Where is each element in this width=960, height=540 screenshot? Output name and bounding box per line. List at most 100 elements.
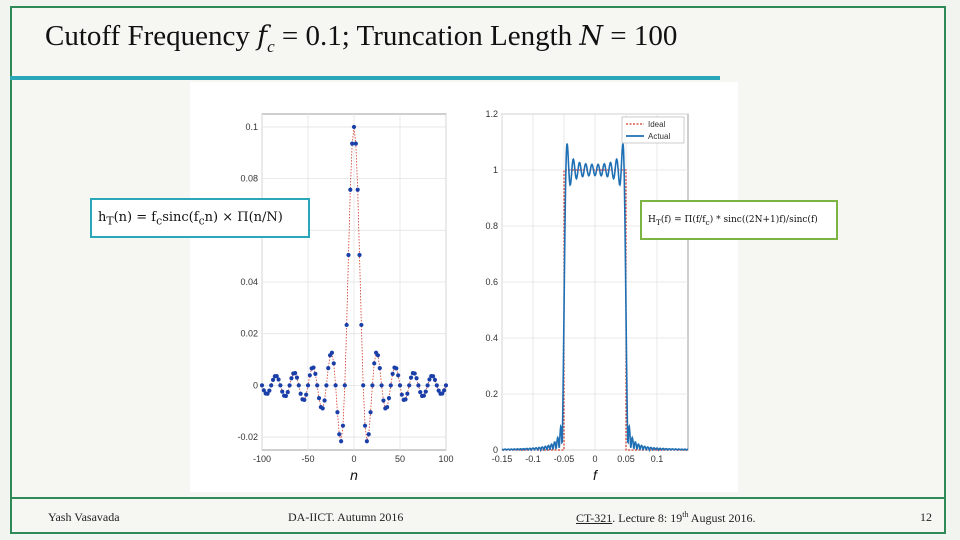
- impulse-sample-point: [280, 389, 285, 394]
- impulse-sample-point: [377, 366, 382, 371]
- impulse-sample-point: [331, 361, 336, 366]
- impulse-sample-point: [296, 383, 301, 388]
- impulse-sample-point: [302, 397, 307, 402]
- impulse-sample-point: [322, 398, 327, 403]
- legend-actual-label: Actual: [648, 132, 670, 141]
- impulse-sample-point: [397, 383, 403, 388]
- impulse-sample-point: [315, 383, 320, 388]
- footer-lecture-info: CT-321. Lecture 8: 19th August 2016.: [576, 510, 756, 525]
- impulse-sample-point: [407, 383, 412, 388]
- impulse-sample-point: [340, 423, 346, 428]
- right-ytick-label: 0.8: [485, 221, 498, 231]
- impulse-sample-point: [368, 410, 373, 415]
- impulse-sample-point: [311, 365, 316, 370]
- impulse-sample-point: [353, 141, 358, 146]
- footer-course: DA-IICT. Autumn 2016: [288, 510, 404, 524]
- impulse-sample-point: [316, 396, 322, 401]
- impulse-sample-point: [357, 252, 362, 258]
- impulse-sample-point: [366, 432, 371, 437]
- frequency-response-formula: HT(f) = Π(f/fc) * sinc((2N+1)f)/sinc(f): [640, 200, 838, 240]
- impulse-sample-point: [431, 374, 436, 379]
- impulse-sample-point: [443, 383, 449, 388]
- right-ytick-label: 1.2: [485, 109, 498, 119]
- impulse-sample-point: [434, 383, 439, 388]
- impulse-sample-point: [408, 375, 414, 380]
- actual-response-line: [501, 143, 689, 453]
- impulse-sample-point: [339, 439, 344, 444]
- impulse-sample-point: [267, 388, 272, 393]
- impulse-sample-point: [372, 361, 377, 366]
- impulse-sample-point: [276, 377, 281, 382]
- impulse-sample-point: [351, 124, 357, 130]
- impulse-sample-point: [278, 383, 283, 388]
- right-ytick-label: 1: [493, 165, 498, 175]
- impulse-sample-point: [364, 439, 369, 444]
- impulse-sample-point: [385, 405, 390, 410]
- left-xtick-label: 50: [395, 454, 405, 464]
- left-xtick-label: -100: [253, 454, 271, 464]
- impulse-sample-point: [304, 392, 309, 397]
- impulse-sample-point: [381, 398, 386, 403]
- right-xlabel: f: [593, 467, 599, 483]
- impulse-sample-point: [396, 373, 401, 378]
- impulse-sample-point: [394, 366, 399, 371]
- impulse-sample-point: [335, 410, 340, 415]
- impulse-sample-point: [388, 383, 393, 388]
- footer-author: Yash Vasavada: [48, 510, 120, 524]
- impulse-sample-point: [320, 406, 325, 411]
- impulse-sample-point: [294, 375, 300, 380]
- impulse-sample-point: [283, 393, 289, 399]
- left-xtick-label: 0: [351, 454, 356, 464]
- impulse-sample-point: [348, 187, 353, 192]
- impulse-sample-point: [265, 391, 270, 396]
- impulse-sample-point: [342, 383, 347, 388]
- impulse-sample-point: [326, 366, 331, 371]
- impulse-sample-point: [375, 353, 381, 358]
- impulse-sample-point: [442, 388, 447, 393]
- left-xtick-label: -50: [301, 454, 314, 464]
- left-xlabel: n: [350, 467, 358, 483]
- impulse-sample-point: [307, 373, 312, 378]
- impulse-sample-point: [355, 187, 360, 192]
- course-code-link[interactable]: CT-321: [576, 511, 613, 525]
- impulse-sample-point: [423, 389, 428, 394]
- impulse-sample-point: [270, 377, 276, 382]
- frequency-response-plot: 0 0.2 0.4 0.6 0.8 1 1.2 -0.15 -0.1 -0.05 0 0.05 0.1 f…: [485, 109, 689, 483]
- impulse-sample-point: [346, 252, 351, 258]
- left-ytick-label: 0: [253, 380, 258, 390]
- right-xtick-label: 0.1: [651, 454, 664, 464]
- impulse-sample-point: [329, 350, 335, 355]
- right-ytick-label: 0.4: [485, 333, 498, 343]
- title-underline: [10, 76, 720, 80]
- impulse-sample-point: [440, 391, 445, 396]
- impulse-sample-point: [259, 383, 265, 388]
- impulse-sample-point: [436, 388, 441, 393]
- footer-rule: [10, 497, 946, 499]
- impulse-sample-point: [362, 423, 368, 428]
- impulse-sample-point: [289, 376, 294, 381]
- impulse-sample-point: [370, 383, 375, 388]
- left-ytick-label: -0.02: [237, 432, 258, 442]
- legend: Ideal Actual: [621, 116, 685, 144]
- impulse-sample-point: [405, 391, 410, 396]
- impulse-sample-point: [337, 432, 342, 437]
- legend-ideal-label: Ideal: [648, 120, 666, 129]
- impulse-sample-point: [361, 383, 366, 388]
- impulse-sample-point: [416, 383, 421, 388]
- impulse-sample-point: [379, 383, 384, 388]
- impulse-sample-point: [414, 376, 419, 381]
- impulse-sample-point: [418, 390, 423, 395]
- impulse-sample-point: [261, 388, 266, 393]
- page-number: 12: [920, 510, 932, 524]
- left-ytick-label: 0.02: [240, 329, 258, 339]
- right-ytick-label: 0.6: [485, 277, 498, 287]
- slide-title: Cutoff Frequency fc = 0.1; Truncation Le…: [45, 20, 678, 56]
- right-xtick-label: -0.15: [492, 454, 513, 464]
- impulse-sample-point: [412, 371, 417, 376]
- impulse-sample-point: [293, 371, 298, 376]
- impulse-sample-point: [344, 322, 349, 328]
- left-ytick-label: 0.1: [245, 122, 258, 132]
- right-xtick-label: -0.05: [554, 454, 575, 464]
- figure-panel: -0.0200.020.040.060.080.1-100-50050100n …: [190, 82, 738, 492]
